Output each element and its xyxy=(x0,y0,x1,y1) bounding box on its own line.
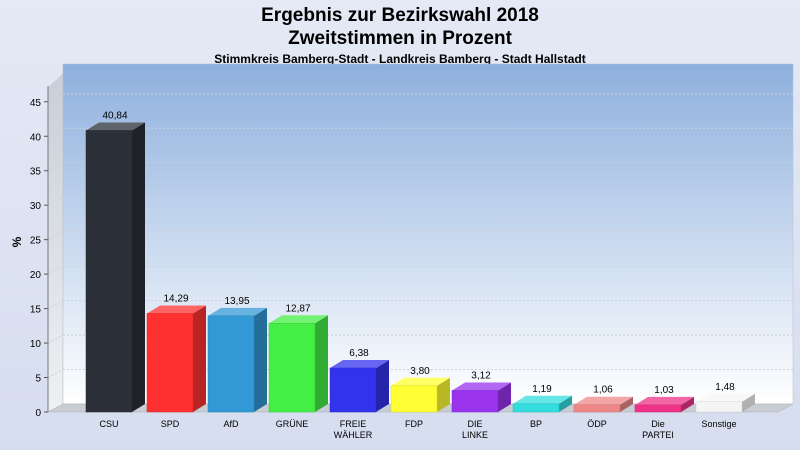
x-tick-label: AfD xyxy=(223,419,239,429)
x-tick-label: LINKE xyxy=(462,430,488,440)
y-tick-label: 5 xyxy=(35,374,41,385)
y-tick-label: 40 xyxy=(30,132,42,143)
bar xyxy=(695,401,743,413)
chart-titles: Ergebnis zur Bezirkswahl 2018 Zweitstimm… xyxy=(0,0,800,67)
bar-top xyxy=(635,396,694,405)
bar xyxy=(207,315,255,413)
x-tick-label: BP xyxy=(530,419,542,429)
y-tick-label: 20 xyxy=(30,270,42,281)
bar xyxy=(390,385,438,413)
x-tick-label: FDP xyxy=(405,419,423,429)
data-label: 6,38 xyxy=(349,348,369,359)
bar-side xyxy=(132,122,145,412)
gridline-side xyxy=(47,334,64,344)
bar-group: 13,95 AfD xyxy=(207,296,267,429)
bar-group: 3,80 FDP xyxy=(390,366,450,429)
x-tick-label: WÄHLER xyxy=(334,430,373,440)
data-label: 1,06 xyxy=(593,385,613,396)
bar-side xyxy=(315,315,328,412)
bar xyxy=(268,323,316,413)
chart-subtitle: Zweitstimmen in Prozent xyxy=(288,28,512,49)
data-label: 12,87 xyxy=(285,303,310,314)
bar-side xyxy=(376,360,389,412)
data-label: 3,12 xyxy=(471,370,491,381)
bar-top xyxy=(86,122,145,131)
data-label: 13,95 xyxy=(224,296,249,307)
gridline-side xyxy=(47,300,64,310)
bar-top xyxy=(574,396,633,405)
gridline-side xyxy=(47,93,64,103)
bar-side xyxy=(437,377,450,412)
bar-side xyxy=(254,307,267,412)
bar-side xyxy=(620,396,633,412)
bar-group: 1,06 ÖDP xyxy=(573,385,633,429)
bar-group: 1,19 BP xyxy=(512,384,572,429)
bar-side xyxy=(498,382,511,412)
data-label: 3,80 xyxy=(410,366,430,377)
bar xyxy=(634,404,682,413)
bar-top xyxy=(269,315,328,324)
gridline-side xyxy=(47,231,64,241)
plot-side-wall xyxy=(47,73,64,413)
bar-top xyxy=(147,305,206,314)
bar-top xyxy=(391,377,450,386)
x-tick-label: Sonstige xyxy=(701,419,736,429)
gridline-side xyxy=(47,162,64,172)
bar-top xyxy=(696,393,755,402)
y-tick-label: 30 xyxy=(30,201,42,212)
bar-top xyxy=(208,307,267,316)
x-tick-label: ÖDP xyxy=(587,419,607,429)
x-tick-label: Die xyxy=(651,419,665,429)
bar-top xyxy=(330,360,389,369)
gridline-side xyxy=(47,369,64,378)
bar xyxy=(146,313,194,413)
data-label: 14,29 xyxy=(163,293,188,304)
chart-title: Ergebnis zur Bezirkswahl 2018 xyxy=(261,5,539,26)
data-label: 1,48 xyxy=(715,382,735,393)
y-tick-label: 0 xyxy=(35,408,41,419)
chart-region-subtitle: Stimmkreis Bamberg-Stadt - Landkreis Bam… xyxy=(214,52,586,66)
bar-top xyxy=(452,382,511,391)
gridline-side xyxy=(47,196,64,206)
data-label: 1,03 xyxy=(654,385,674,396)
bar-group: 14,29 SPD xyxy=(146,293,206,429)
bar-side xyxy=(193,305,206,412)
bar xyxy=(85,130,133,413)
y-tick-label: 25 xyxy=(30,236,42,247)
bar xyxy=(451,390,499,413)
bar-side xyxy=(742,393,755,412)
x-tick-label: DIE xyxy=(467,419,482,429)
data-label: 1,19 xyxy=(532,384,552,395)
bar-top xyxy=(513,395,572,404)
bar-group: 12,87 GRÜNE xyxy=(268,303,328,429)
x-tick-label: CSU xyxy=(99,419,118,429)
bar xyxy=(573,404,621,413)
gridline-side xyxy=(47,265,64,275)
x-tick-label: SPD xyxy=(161,419,180,429)
y-axis-label: % xyxy=(10,236,24,247)
x-tick-label: PARTEI xyxy=(642,430,674,440)
x-tick-label: FREIE xyxy=(340,419,367,429)
bar xyxy=(329,367,377,413)
data-label: 40,84 xyxy=(102,110,127,121)
bar-side xyxy=(559,395,572,412)
bar-side xyxy=(681,396,694,412)
y-tick-label: 10 xyxy=(30,339,42,350)
gridline-side xyxy=(47,127,64,137)
bar-group: 40,84 CSU xyxy=(85,110,145,429)
y-tick-label: 35 xyxy=(30,167,42,178)
y-tick-label: 15 xyxy=(30,305,42,316)
y-tick-label: 45 xyxy=(30,98,42,109)
bar xyxy=(512,403,560,413)
bar-group: 1,48 Sonstige xyxy=(695,382,755,429)
x-tick-label: GRÜNE xyxy=(276,419,309,429)
